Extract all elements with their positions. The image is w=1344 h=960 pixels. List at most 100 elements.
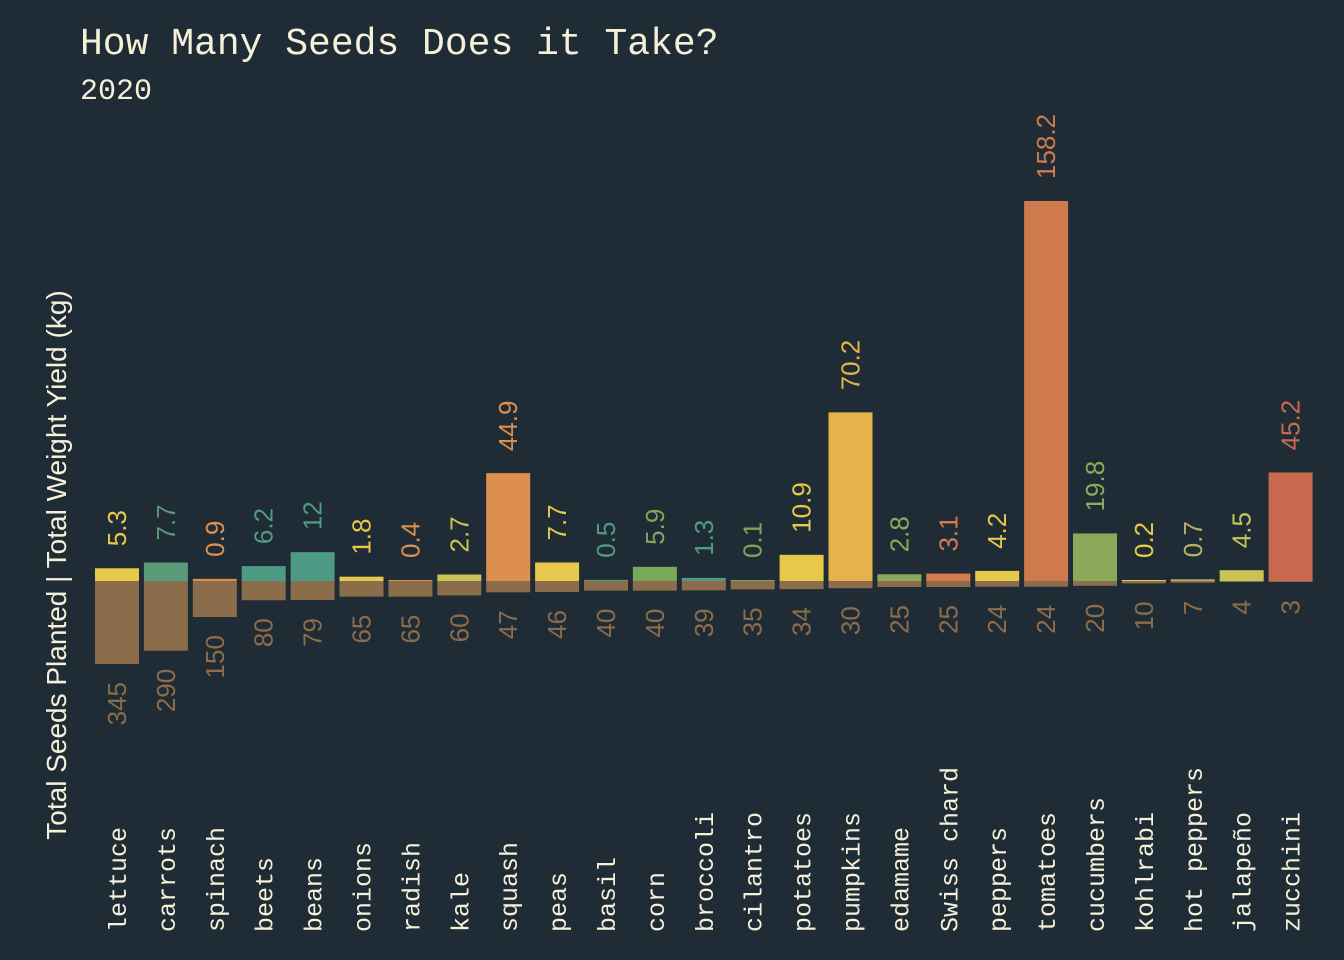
seed-value-label-5: 65 xyxy=(347,615,377,644)
seed-value-label-23: 4 xyxy=(1227,600,1257,614)
category-label-18: peppers xyxy=(985,827,1014,932)
yield-bar-11 xyxy=(632,566,677,581)
seed-value-label-21: 10 xyxy=(1129,601,1159,630)
yield-bar-8 xyxy=(486,473,531,581)
seed-value-label-7: 60 xyxy=(444,613,474,642)
seed-bar-5 xyxy=(339,581,384,597)
category-label-13: cilantro xyxy=(741,812,770,932)
seed-bar-20 xyxy=(1073,581,1117,586)
yield-value-label-6: 0.4 xyxy=(395,522,425,558)
category-label-23: jalapeño xyxy=(1230,812,1259,932)
yield-bar-5 xyxy=(339,576,384,581)
yield-bar-20 xyxy=(1073,533,1117,581)
seed-bar-21 xyxy=(1121,581,1166,584)
seed-value-label-10: 40 xyxy=(591,609,621,638)
yield-value-label-14: 10.9 xyxy=(787,482,817,533)
category-label-1: carrots xyxy=(154,827,183,932)
yield-value-label-10: 0.5 xyxy=(591,522,621,558)
chart-subtitle: 2020 xyxy=(80,75,152,109)
yield-bar-12 xyxy=(681,577,726,581)
yield-bar-1 xyxy=(143,562,188,581)
category-label-0: lettuce xyxy=(105,827,134,932)
seed-bar-15 xyxy=(828,581,873,589)
yield-value-label-23: 4.5 xyxy=(1227,512,1257,548)
yield-bar-17 xyxy=(926,573,971,581)
seed-bar-2 xyxy=(192,581,237,618)
seed-bar-22 xyxy=(1170,581,1215,583)
yield-bar-19 xyxy=(1024,201,1069,581)
yield-bar-23 xyxy=(1219,570,1264,581)
seed-bar-23 xyxy=(1219,581,1264,582)
seed-value-label-20: 20 xyxy=(1080,604,1110,633)
seed-value-label-4: 79 xyxy=(298,618,328,647)
yield-value-label-13: 0.1 xyxy=(738,522,768,558)
seed-value-label-24: 3 xyxy=(1276,600,1306,614)
chart-title: How Many Seeds Does it Take? xyxy=(80,23,719,66)
category-label-24: zucchini xyxy=(1279,812,1308,932)
yield-value-label-7: 2.7 xyxy=(444,516,474,552)
seed-value-label-16: 25 xyxy=(884,605,914,634)
category-label-14: potatoes xyxy=(790,812,819,932)
category-label-9: peas xyxy=(545,872,574,932)
yield-bar-15 xyxy=(828,412,873,581)
y-axis-label: Total Seeds Planted | Total Weight Yield… xyxy=(41,290,72,839)
seed-bar-18 xyxy=(975,581,1020,587)
yield-bar-2 xyxy=(192,578,237,581)
yield-bar-21 xyxy=(1121,580,1166,581)
yield-bar-0 xyxy=(95,568,139,581)
seed-bar-4 xyxy=(290,581,335,601)
yield-bar-22 xyxy=(1170,579,1215,581)
seed-bar-19 xyxy=(1024,581,1069,587)
yield-value-label-20: 19.8 xyxy=(1080,461,1110,512)
yield-bar-4 xyxy=(290,552,335,581)
seed-bar-1 xyxy=(143,581,188,651)
seed-bar-16 xyxy=(877,581,922,588)
seed-value-label-12: 39 xyxy=(689,608,719,637)
category-label-20: cucumbers xyxy=(1083,797,1112,932)
yield-value-label-19: 158.2 xyxy=(1031,114,1061,179)
seed-bar-6 xyxy=(388,581,433,597)
category-label-3: beets xyxy=(252,857,281,932)
yield-bar-10 xyxy=(584,579,628,581)
yield-value-label-16: 2.8 xyxy=(884,516,914,552)
yield-value-label-8: 44.9 xyxy=(493,401,523,452)
yield-value-label-5: 1.8 xyxy=(347,519,377,555)
seed-value-label-2: 150 xyxy=(200,635,230,678)
yield-value-label-15: 70.2 xyxy=(836,340,866,391)
seed-bar-9 xyxy=(535,581,580,593)
seed-bar-10 xyxy=(584,581,628,591)
seed-value-label-14: 34 xyxy=(787,607,817,636)
seed-value-label-0: 345 xyxy=(102,682,132,725)
yield-value-label-2: 0.9 xyxy=(200,521,230,557)
seed-bar-17 xyxy=(926,581,971,588)
yield-value-label-0: 5.3 xyxy=(102,510,132,546)
category-label-12: broccoli xyxy=(692,812,721,932)
seed-value-label-22: 7 xyxy=(1178,601,1208,615)
seed-value-label-3: 80 xyxy=(249,618,279,647)
category-label-11: corn xyxy=(643,872,672,932)
yield-value-label-21: 0.2 xyxy=(1129,522,1159,558)
seed-value-label-18: 24 xyxy=(982,605,1012,634)
yield-value-label-1: 7.7 xyxy=(151,504,181,540)
yield-value-label-17: 3.1 xyxy=(933,515,963,551)
category-label-21: kohlrabi xyxy=(1132,812,1161,932)
seed-bar-13 xyxy=(730,581,775,590)
bars-layer: 5.3 345 lettuce 7.7 290 carrots 0.9 150 spinach 6… xyxy=(95,114,1313,932)
seed-value-label-6: 65 xyxy=(395,615,425,644)
seed-value-label-13: 35 xyxy=(738,607,768,636)
yield-value-label-22: 0.7 xyxy=(1178,521,1208,557)
seed-bar-11 xyxy=(632,581,677,591)
seed-value-label-19: 24 xyxy=(1031,605,1061,634)
category-label-15: pumpkins xyxy=(839,812,868,932)
seed-value-label-8: 47 xyxy=(493,610,523,639)
seed-value-label-11: 40 xyxy=(640,609,670,638)
category-label-8: squash xyxy=(496,842,525,932)
seed-bar-3 xyxy=(241,581,286,601)
yield-bar-13 xyxy=(730,580,775,581)
category-label-16: edamame xyxy=(887,827,916,932)
seed-bar-7 xyxy=(437,581,482,596)
seed-value-label-15: 30 xyxy=(836,606,866,635)
yield-bar-3 xyxy=(241,566,286,581)
yield-value-label-3: 6.2 xyxy=(249,508,279,544)
